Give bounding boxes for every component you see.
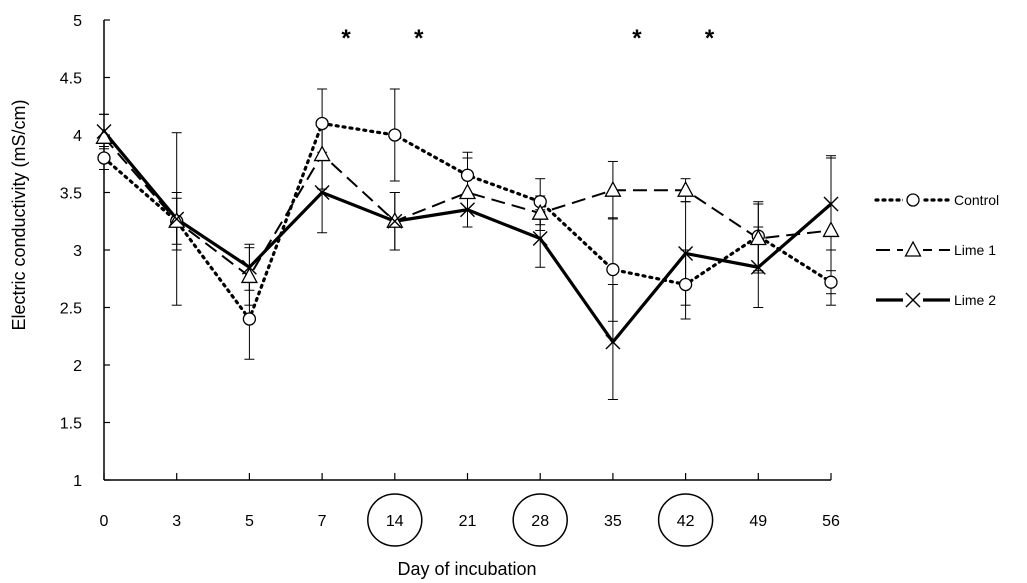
lime-1-point [240,267,258,284]
x-axis-ticks: 0 3 5 7 14 21 28 35 42 49 56 [100,473,840,547]
lime-2-point [460,202,475,218]
legend-entry-control: Control [874,191,999,209]
lime-1-point [677,180,695,197]
y-tick-label: 3 [73,243,82,260]
y-tick-label: 2.5 [60,301,82,318]
x-tick-label: 49 [749,513,767,530]
x-tick-label: 42 [677,513,695,530]
x-tick-label: 56 [822,513,840,530]
legend-label-lime-1: Lime 1 [954,242,996,258]
legend-label-lime-2: Lime 2 [954,292,996,308]
lime-2-point-stroke [387,213,403,229]
significance-star: * [705,25,715,52]
legend-marker-lime-2-stroke [905,292,921,308]
lime-1-point [749,229,767,246]
lime-2-point-stroke [823,196,839,212]
legend: Control Lime 1 Lime 2 [874,191,999,309]
y-tick-label: 2 [73,358,82,375]
y-tick-label: 1.5 [60,416,82,433]
x-tick-label: 0 [100,513,109,530]
lime-2-point [387,213,403,229]
axes [103,20,831,481]
x-tick-label: 5 [245,513,254,530]
y-tick-label: 4.5 [60,71,82,88]
lime-2-point [169,211,185,227]
control-point [824,275,838,289]
lime-2-point-stroke [314,185,330,200]
lime-2-point [96,124,112,140]
lime-2-point [532,231,548,246]
lime-2-point-stroke [96,124,112,140]
x-tick-circle [512,493,568,547]
y-tick-label: 4 [73,128,82,145]
lime-2-point [823,196,839,212]
y-axis-ticks: 1 1.5 2 2.5 3 3.5 4 4.5 5 [60,13,110,490]
significance-star: * [632,25,642,52]
x-tick-label: 14 [386,513,404,530]
y-axis-title: Electric conductivity (mS/cm) [9,99,29,330]
lime-2-point [241,259,257,275]
lime-1-line [103,136,832,278]
series-markers [95,116,840,350]
lime-2-point-stroke [750,259,766,275]
y-tick-label: 1 [73,473,82,490]
lime-2-point [314,185,330,200]
x-tick-circle [367,493,423,547]
lime-2-point [678,245,694,261]
lime-2-point-stroke [678,245,694,261]
significance-star: * [341,25,351,52]
legend-entry-lime-2: Lime 2 [876,291,996,309]
legend-marker-control [906,193,920,207]
legend-marker-lime-1 [904,240,922,257]
lime-1-point [531,203,549,220]
control-point [388,128,402,142]
lime-1-point [95,127,113,144]
lime-1-point [458,183,477,200]
lime-1-point [168,211,186,228]
control-point [97,151,111,165]
x-tick-label: 7 [318,513,327,530]
y-tick-label: 3.5 [60,186,82,203]
control-point [678,277,693,292]
lime-2-point-stroke [605,334,621,350]
x-tick-label: 28 [531,513,549,530]
lime-1-point [313,145,331,162]
lime-2-point [750,259,766,275]
legend-marker-lime-2 [905,292,921,308]
lime-2-point-stroke [532,231,548,246]
control-point [315,116,329,131]
lime-2-point-stroke [460,202,475,218]
error-bars [99,88,836,400]
legend-label-control: Control [954,192,999,208]
x-tick-label: 35 [604,513,622,530]
y-tick-label: 5 [73,13,82,30]
significance-markers: * * * * [341,25,714,52]
x-axis-title: Day of incubation [397,559,536,579]
lime-1-point [604,180,622,197]
lime-1-point [822,221,840,238]
significance-star: * [414,25,424,52]
control-point [242,312,257,326]
control-point [460,168,475,182]
legend-entry-lime-1: Lime 1 [876,240,996,259]
x-tick-circle [657,493,714,547]
lime-2-point-stroke [241,259,257,275]
lime-2-point [605,334,621,350]
lime-2-point-stroke [169,211,185,227]
control-point [606,262,620,277]
lime-1-point [386,211,404,228]
x-tick-label: 3 [172,513,181,530]
x-tick-label: 21 [459,513,477,530]
